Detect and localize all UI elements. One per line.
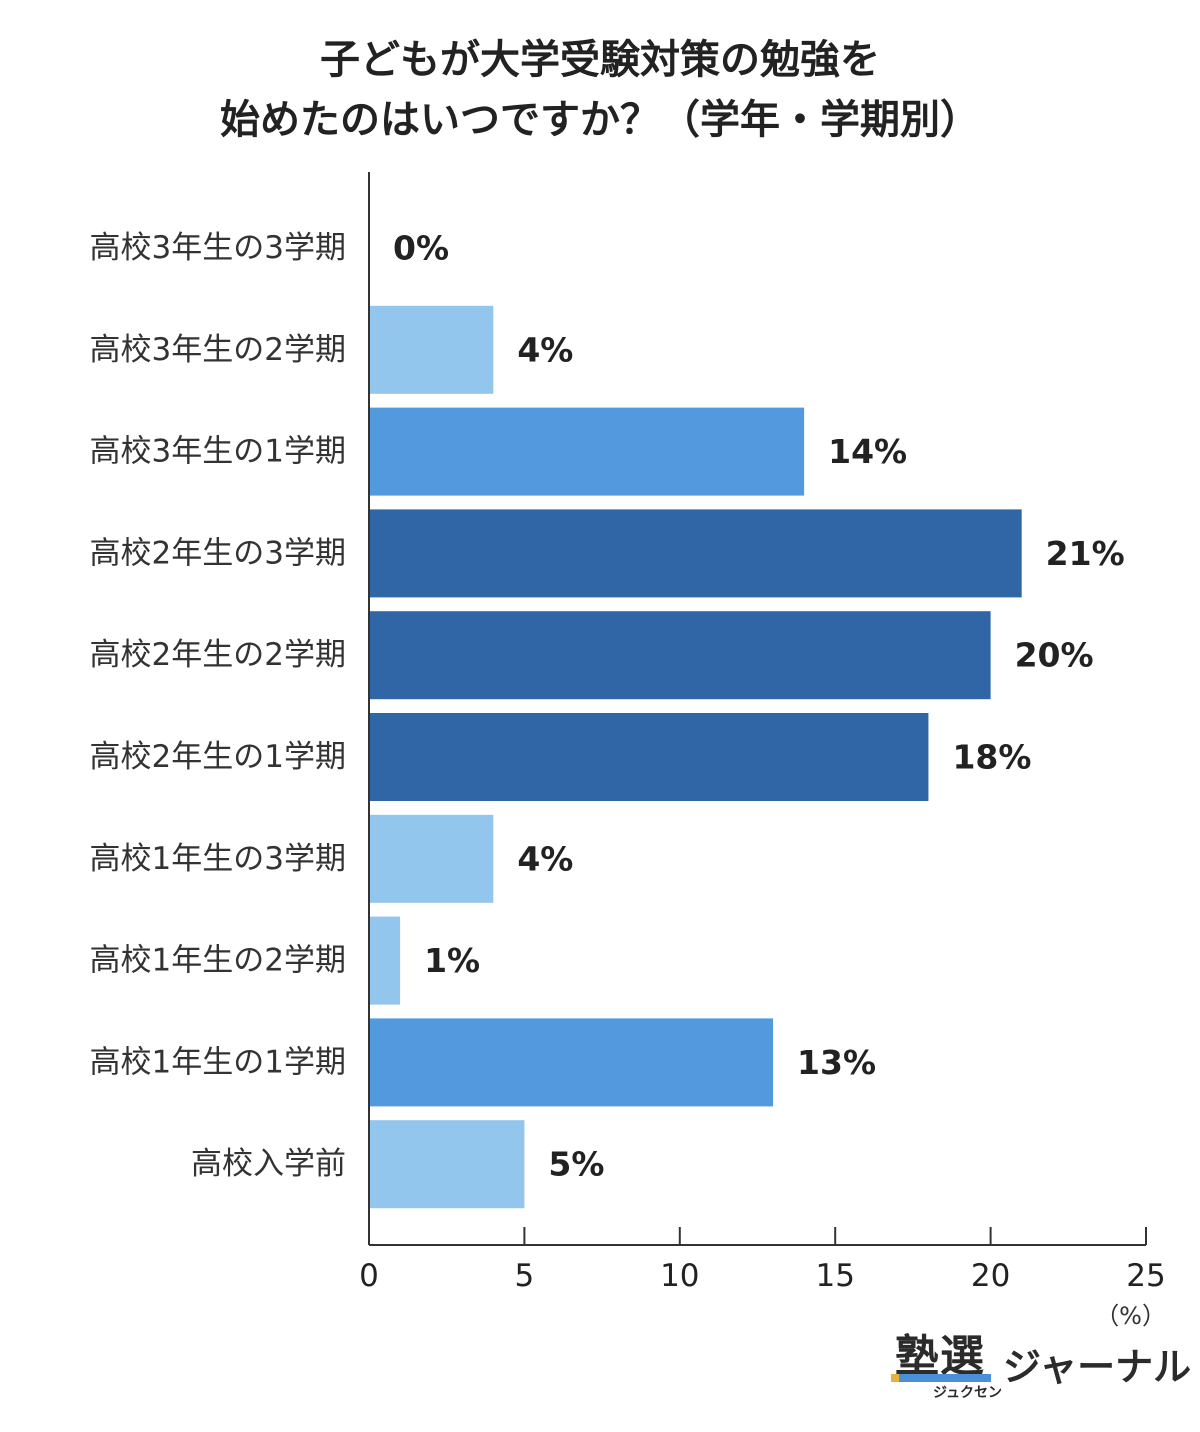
logo-kana: ジュクセン xyxy=(933,1385,1003,1401)
value-label-0: 0% xyxy=(393,229,449,268)
logo-kanji: 塾選 xyxy=(895,1331,985,1382)
category-label-3: 高校2年生の3学期 xyxy=(90,535,346,571)
chart-title-line-2: 始めたのはいつですか？（学年・学期別） xyxy=(220,97,980,143)
category-label-6: 高校1年生の3学期 xyxy=(90,841,346,877)
bar-2 xyxy=(369,407,805,496)
category-label-8: 高校1年生の1学期 xyxy=(90,1044,346,1080)
category-label-2: 高校3年生の1学期 xyxy=(90,434,346,470)
value-label-3: 21% xyxy=(1046,534,1125,573)
x-tick-label-0: 0 xyxy=(359,1258,379,1294)
value-label-5: 18% xyxy=(952,738,1031,777)
value-label-7: 1% xyxy=(424,941,480,980)
x-tick-label-3: 15 xyxy=(815,1258,854,1294)
juku-sen-journal-logo: 塾選 ジュクセン ジャーナル xyxy=(891,1320,1191,1410)
x-tick-label-5: 25 xyxy=(1126,1258,1165,1294)
value-label-4: 20% xyxy=(1015,636,1094,675)
value-label-2: 14% xyxy=(828,432,907,471)
bar-7 xyxy=(369,916,401,1005)
value-label-1: 4% xyxy=(517,330,573,369)
x-unit-label: （%） xyxy=(1095,1302,1166,1330)
category-label-1: 高校3年生の2学期 xyxy=(90,332,346,368)
x-tick-label-2: 10 xyxy=(660,1258,699,1294)
category-label-5: 高校2年生の1学期 xyxy=(90,739,346,775)
bar-5 xyxy=(369,713,929,801)
chart-title-line-1: 子どもが大学受験対策の勉強を xyxy=(320,37,880,83)
value-label-8: 13% xyxy=(797,1043,876,1082)
bar-6 xyxy=(369,814,494,903)
bar-3 xyxy=(369,509,1022,598)
bar-1 xyxy=(369,305,494,394)
category-label-9: 高校入学前 xyxy=(191,1146,346,1182)
logo-journal-text: ジャーナル xyxy=(1003,1345,1192,1389)
category-label-4: 高校2年生の2学期 xyxy=(90,637,346,673)
x-tick-label-1: 5 xyxy=(515,1258,535,1294)
bar-4 xyxy=(369,611,991,700)
logo-underline xyxy=(899,1374,991,1382)
x-tick-label-4: 20 xyxy=(971,1258,1010,1294)
bar-8 xyxy=(369,1018,774,1107)
pencil-icon xyxy=(891,1374,899,1382)
category-label-0: 高校3年生の3学期 xyxy=(90,230,346,266)
value-label-9: 5% xyxy=(548,1145,604,1184)
chart-title: 子どもが大学受験対策の勉強を 始めたのはいつですか？（学年・学期別） xyxy=(0,30,1200,150)
category-label-7: 高校1年生の2学期 xyxy=(90,943,346,979)
value-label-6: 4% xyxy=(517,839,573,878)
bar-9 xyxy=(369,1120,525,1209)
